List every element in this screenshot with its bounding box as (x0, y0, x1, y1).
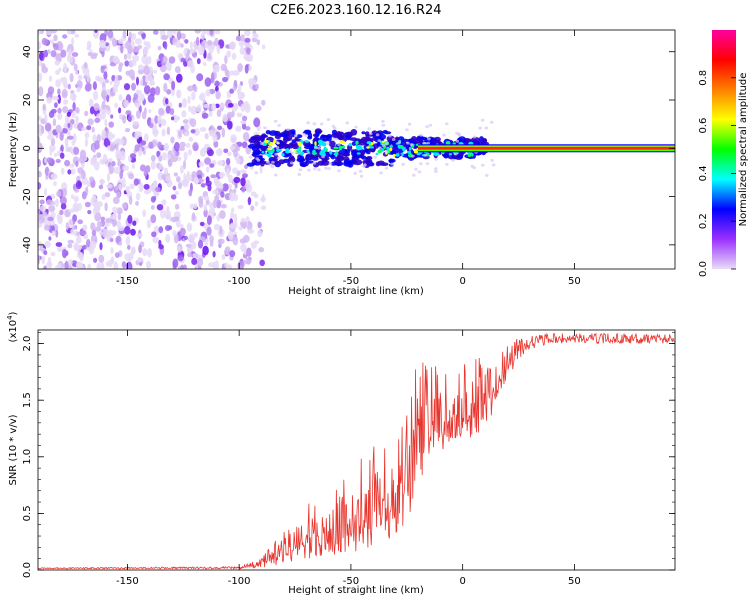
spectrogram-ytick-label: -40 (22, 237, 33, 253)
chart-title: C2E6.2023.160.12.16.R24 (270, 3, 441, 18)
spectrogram-body (38, 30, 675, 269)
snr-xlabel: Height of straight line (km) (288, 585, 424, 596)
snr-series-line (38, 332, 675, 570)
colorbar-label: Normalized spectral amplitude (738, 73, 749, 227)
snr-ylabel: SNR (10 * v/v) (8, 414, 19, 485)
noise-region (38, 30, 267, 269)
snr-ytick-label: 0.5 (22, 505, 33, 521)
spectrogram-ytick-label: -20 (22, 188, 33, 204)
snr-xtick-label: -100 (228, 576, 251, 587)
snr-ytick-label: 1.5 (22, 392, 33, 408)
spectrogram-ytick-label: 40 (22, 45, 33, 58)
snr-multiplier-base: (x10 (8, 320, 19, 343)
spectrogram-xtick-label: 50 (568, 276, 581, 287)
snr-xtick-label: 0 (459, 576, 465, 587)
colorbar-tick-label: 0.4 (698, 165, 709, 181)
snr-xtick-label: 50 (568, 576, 581, 587)
snr-frame (37, 329, 676, 571)
spectrogram-xtick-label: -150 (116, 276, 139, 287)
snr-xtick-label: -150 (116, 576, 139, 587)
colorbar-tick-label: 0.2 (698, 213, 709, 229)
snr-multiplier: (x104) (6, 311, 19, 342)
colorbar-tick-label: 0.6 (698, 118, 709, 134)
colorbar-tick-label: 0.8 (698, 70, 709, 86)
snr-xtick-label: -50 (343, 576, 359, 587)
snr-ytick-label: 2.0 (22, 336, 33, 352)
spectrogram-frame (37, 29, 676, 270)
snr-panel: -150 -100 -50 0 50 0.0 0.5 1.0 1.5 2.0 Height of s… (6, 311, 676, 596)
spectrogram-xlabel: Height of straight line (km) (288, 286, 424, 297)
colorbar-gradient (712, 30, 736, 269)
spectrogram-ytick-label: 0 (22, 145, 33, 151)
snr-ytick-label: 0.0 (22, 562, 33, 578)
steady-carrier-region (417, 144, 675, 153)
spectrogram-panel: -150 -100 -50 0 50 -40 -20 0 20 40 Height of strai… (8, 29, 676, 297)
spectrogram-xtick-label: -100 (228, 276, 251, 287)
spectrogram-xtick-label: 0 (459, 276, 465, 287)
snr-ytick-label: 1.0 (22, 449, 33, 465)
spectrogram-ytick-label: 20 (22, 94, 33, 107)
colorbar: 0.0 0.2 0.4 0.6 0.8 Normalized spectral ampli… (698, 30, 749, 277)
snr-multiplier-exponent: 4 (6, 315, 14, 320)
spectrogram-xtick-label: -50 (343, 276, 359, 287)
colorbar-tick-label: 0.0 (698, 261, 709, 277)
spectrogram-ylabel: Frequency (Hz) (8, 112, 19, 188)
